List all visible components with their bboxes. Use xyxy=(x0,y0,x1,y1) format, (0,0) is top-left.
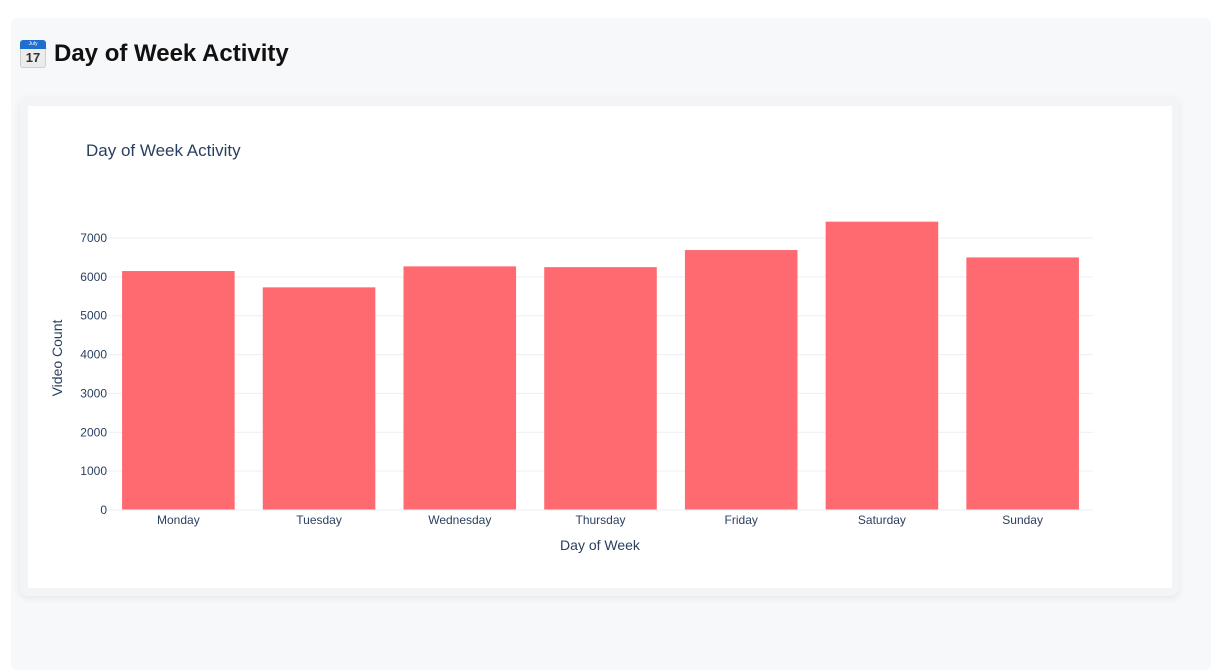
y-tick-label: 6000 xyxy=(80,270,107,284)
calendar-icon: July 17 xyxy=(20,40,46,68)
y-tick-label: 7000 xyxy=(80,231,107,245)
y-tick-label: 0 xyxy=(100,503,107,517)
bar-friday[interactable] xyxy=(684,250,798,510)
page-heading: July 17 Day of Week Activity xyxy=(20,38,289,70)
bar-sunday[interactable] xyxy=(966,257,1079,510)
x-tick-label: Tuesday xyxy=(296,513,342,527)
bar-chart[interactable]: Day of Week Activity 0 1000 2000 3000 4000 50… xyxy=(28,106,1172,588)
y-axis-ticks: 0 1000 2000 3000 4000 5000 6000 7000 xyxy=(80,231,107,517)
y-tick-label: 4000 xyxy=(80,348,107,362)
y-axis-title: Video Count xyxy=(49,319,65,396)
x-tick-label: Sunday xyxy=(1002,513,1043,527)
x-tick-label: Saturday xyxy=(858,513,906,527)
bar-tuesday[interactable] xyxy=(262,287,376,510)
y-tick-label: 2000 xyxy=(80,425,107,439)
calendar-icon-month: July xyxy=(20,40,46,49)
y-tick-label: 3000 xyxy=(80,386,107,400)
page-title: Day of Week Activity xyxy=(54,40,289,67)
chart-container: Day of Week Activity 0 1000 2000 3000 4000 50… xyxy=(28,106,1172,588)
bar-thursday[interactable] xyxy=(544,267,657,510)
y-tick-label: 5000 xyxy=(80,309,107,323)
x-tick-label: Monday xyxy=(157,513,200,527)
bar-monday[interactable] xyxy=(122,271,235,510)
x-tick-label: Wednesday xyxy=(428,513,491,527)
x-axis-ticks: Monday Tuesday Wednesday Thursday Friday Satu… xyxy=(157,513,1043,527)
calendar-icon-day: 17 xyxy=(20,49,46,68)
x-tick-label: Thursday xyxy=(575,513,625,527)
chart-title: Day of Week Activity xyxy=(86,141,241,160)
bar-saturday[interactable] xyxy=(825,221,939,510)
chart-card: Day of Week Activity 0 1000 2000 3000 4000 50… xyxy=(20,98,1179,596)
bars[interactable] xyxy=(122,221,1079,510)
y-tick-label: 1000 xyxy=(80,464,107,478)
bar-wednesday[interactable] xyxy=(403,266,517,510)
x-tick-label: Friday xyxy=(725,513,758,527)
x-axis-title: Day of Week xyxy=(560,537,641,553)
